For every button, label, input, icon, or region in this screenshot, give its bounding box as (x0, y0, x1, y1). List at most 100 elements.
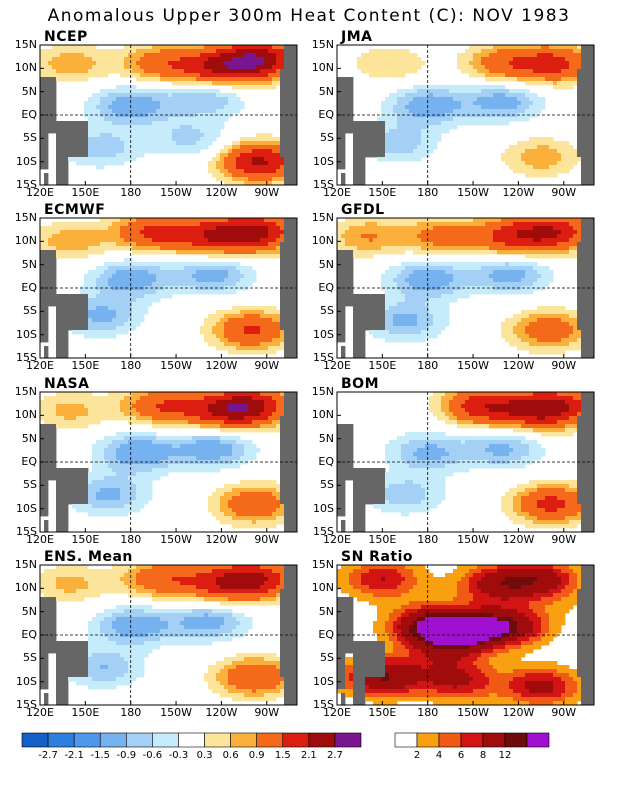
heatmap-cell (220, 45, 225, 50)
heatmap-cell (288, 121, 293, 126)
heatmap-cell (112, 310, 117, 315)
heatmap-cell (56, 246, 61, 251)
heatmap-cell (60, 177, 65, 182)
heatmap-cell (385, 49, 390, 54)
heatmap-cell (192, 282, 197, 287)
heatmap-cell (216, 65, 221, 70)
heatmap-cell (377, 222, 382, 227)
heatmap-cell (461, 69, 466, 74)
heatmap-cell (128, 270, 133, 275)
heatmap-cell (240, 218, 245, 223)
heatmap-cell (232, 318, 237, 323)
heatmap-cell (84, 278, 89, 283)
heatmap-cell (525, 101, 530, 106)
heatmap-cell (272, 310, 277, 315)
heatmap-cell (164, 226, 169, 231)
heatmap-cell (84, 57, 89, 62)
heatmap-cell (557, 157, 562, 162)
heatmap-cell (557, 161, 562, 166)
heatmap-cell (124, 61, 129, 66)
heatmap-cell (473, 105, 478, 110)
heatmap-cell (272, 334, 277, 339)
heatmap-cell (224, 173, 229, 178)
heatmap-cell (553, 81, 558, 86)
heatmap-cell (397, 69, 402, 74)
heatmap-cell (128, 274, 133, 279)
heatmap-cell (116, 330, 121, 335)
heatmap-cell (96, 109, 101, 114)
heatmap-cell (493, 230, 498, 235)
heatmap-cell (72, 322, 77, 327)
heatmap-cell (284, 169, 289, 174)
heatmap-cell (188, 105, 193, 110)
heatmap-cell (120, 274, 125, 279)
heatmap-cell (284, 294, 289, 299)
heatmap-cell (40, 109, 45, 114)
heatmap-cell (341, 117, 346, 122)
heatmap-cell (64, 53, 69, 58)
heatmap-cell (140, 137, 145, 142)
heatmap-cell (104, 153, 109, 158)
heatmap-cell (196, 222, 201, 227)
heatmap-cell (385, 109, 390, 114)
heatmap-cell (521, 141, 526, 146)
heatmap-cell (120, 89, 125, 94)
heatmap-cell (545, 149, 550, 154)
heatmap-cell (64, 121, 69, 126)
heatmap-cell (52, 230, 57, 235)
heatmap-cell (557, 77, 562, 82)
heatmap-cell (64, 133, 69, 138)
heatmap-cell (429, 218, 434, 223)
heatmap-cell (284, 346, 289, 351)
heatmap-cell (280, 61, 285, 66)
heatmap-cell (228, 234, 233, 239)
heatmap-cell (200, 121, 205, 126)
heatmap-cell (220, 250, 225, 255)
heatmap-cell (156, 278, 161, 283)
heatmap-cell (581, 181, 586, 185)
heatmap-cell (92, 242, 97, 247)
panel-ncep (39, 44, 298, 186)
heatmap-cell (377, 49, 382, 54)
heatmap-cell (513, 61, 518, 66)
heatmap-cell (164, 282, 169, 287)
heatmap-cell (228, 326, 233, 331)
heatmap-cell (104, 61, 109, 66)
heatmap-cell (136, 141, 141, 146)
heatmap-cell (84, 306, 89, 311)
heatmap-cell (365, 121, 370, 126)
heatmap-cell (240, 338, 245, 343)
heatmap-cell (393, 234, 398, 239)
heatmap-cell (521, 73, 526, 78)
heatmap-cell (220, 314, 225, 319)
heatmap-cell (389, 117, 394, 122)
heatmap-cell (204, 97, 209, 102)
heatmap-cell (44, 334, 49, 339)
heatmap-cell (216, 346, 221, 351)
heatmap-cell (357, 121, 362, 126)
heatmap-cell (64, 230, 69, 235)
heatmap-cell (409, 226, 414, 231)
heatmap-cell (120, 65, 125, 70)
heatmap-cell (505, 218, 510, 223)
heatmap-cell (84, 326, 89, 331)
heatmap-cell (232, 73, 237, 78)
heatmap-cell (56, 69, 61, 74)
heatmap-cell (433, 145, 438, 150)
heatmap-cell (88, 101, 93, 106)
heatmap-cell (232, 157, 237, 162)
heatmap-cell (156, 69, 161, 74)
heatmap-cell (236, 165, 241, 170)
heatmap-cell (140, 302, 145, 307)
heatmap-cell (353, 181, 358, 185)
heatmap-cell (160, 97, 165, 102)
heatmap-cell (60, 242, 65, 247)
heatmap-cell (501, 77, 506, 82)
heatmap-cell (148, 302, 153, 307)
heatmap-cell (156, 266, 161, 271)
heatmap-cell (104, 109, 109, 114)
heatmap-cell (104, 334, 109, 339)
heatmap-cell (521, 117, 526, 122)
heatmap-cell (477, 65, 482, 70)
heatmap-cell (124, 262, 129, 267)
